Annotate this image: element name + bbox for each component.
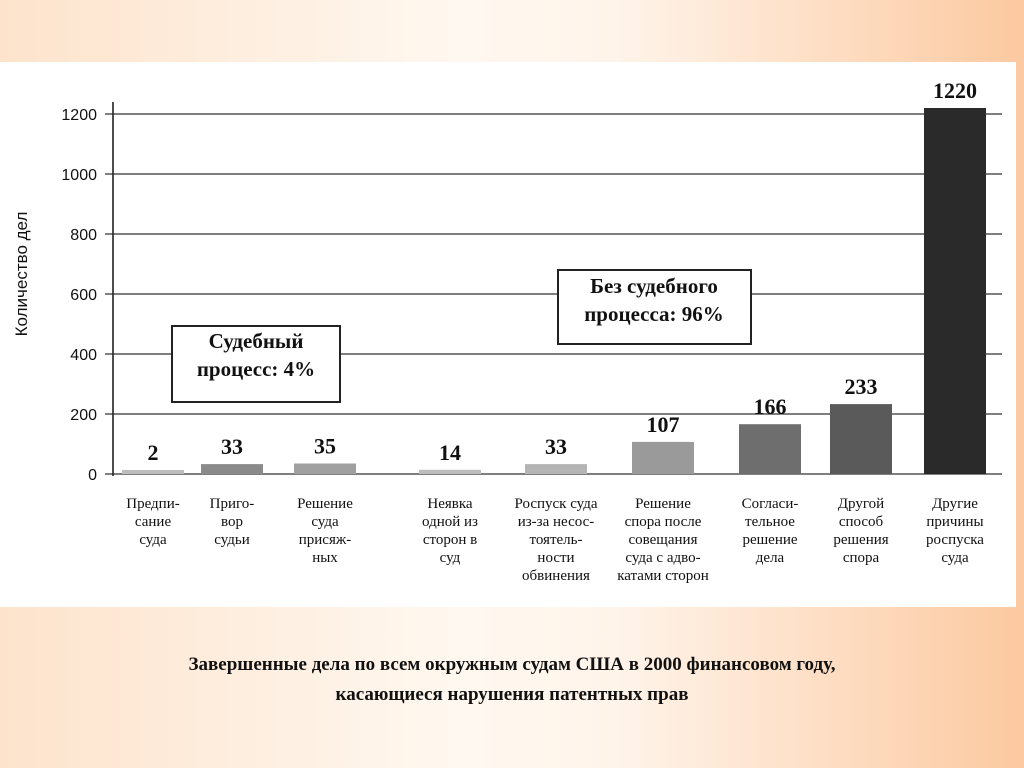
caption-line-2: касающиеся нарушения патентных прав bbox=[335, 684, 689, 705]
x-category-label-line: суда bbox=[139, 532, 167, 548]
x-category-label-line: роспуска bbox=[926, 532, 984, 548]
annotation-box bbox=[171, 325, 341, 403]
x-category-label-line: присяж- bbox=[299, 532, 351, 548]
x-category-label: Согласи-тельное решение дела bbox=[742, 496, 799, 566]
annotation-box bbox=[557, 269, 752, 345]
x-category-label-line: катами сторон bbox=[617, 568, 709, 584]
x-category-label-line: Согласи- bbox=[742, 496, 799, 512]
x-category-label-line: Другие bbox=[932, 496, 978, 512]
x-category-label-line: Другой bbox=[838, 496, 884, 512]
bar-value-label: 233 bbox=[845, 374, 878, 399]
bar bbox=[739, 424, 801, 474]
annotation-text-line: Без судебного bbox=[590, 274, 718, 298]
x-category-label: Неявка одной из сторон в суд bbox=[422, 496, 478, 566]
x-category-label: Роспуск суда из-за несос-тоятель-ности обв… bbox=[514, 496, 597, 584]
y-axis-label: Количество дел bbox=[12, 212, 31, 337]
x-category-label: Другой способ решения спора bbox=[833, 496, 888, 566]
x-category-label-line: Приго- bbox=[210, 496, 255, 512]
y-tick-label: 800 bbox=[70, 227, 97, 244]
y-tick-label: 400 bbox=[70, 347, 97, 364]
y-tick-label: 600 bbox=[70, 287, 97, 304]
bar bbox=[419, 469, 481, 474]
bar bbox=[830, 404, 892, 474]
bar bbox=[294, 463, 356, 474]
y-tick-label: 1000 bbox=[61, 167, 97, 184]
x-category-label-line: сторон в bbox=[423, 532, 477, 548]
x-category-label-line: суда bbox=[311, 514, 339, 530]
bar bbox=[924, 108, 986, 474]
x-category-label-line: Решение bbox=[297, 496, 353, 512]
x-category-label: Решение спора после совещания суда с адво-к… bbox=[617, 496, 709, 584]
x-category-label: Предпи-сание суда bbox=[126, 496, 179, 548]
chart-panel: 0 200 400 600 800 1000 1200 Количество дел 2 Пред… bbox=[0, 62, 1016, 607]
bar-chart: 0 200 400 600 800 1000 1200 Количество дел 2 Пред… bbox=[12, 78, 1002, 584]
x-category-label-line: тельное bbox=[745, 514, 795, 530]
x-category-label-line: ных bbox=[312, 550, 338, 566]
bar-value-label: 1220 bbox=[933, 78, 977, 103]
x-category-label-line: Роспуск суда bbox=[514, 496, 597, 512]
annotation-text-line: процесс: 4% bbox=[197, 357, 315, 381]
annotation-text: Без судебного процесса: 96% bbox=[584, 274, 724, 326]
bar-value-label: 33 bbox=[221, 434, 243, 459]
x-category-label-line: спора bbox=[843, 550, 880, 566]
y-tick-label: 200 bbox=[70, 407, 97, 424]
x-category-label-line: способ bbox=[839, 514, 884, 530]
x-category-label-line: ности bbox=[537, 550, 574, 566]
x-category-label-line: из-за несос- bbox=[518, 514, 595, 530]
x-category-label-line: сание bbox=[135, 514, 172, 530]
x-category-label-line: совещания bbox=[629, 532, 698, 548]
x-category-label: Другие причины роспуска суда bbox=[926, 496, 984, 566]
bar-value-label: 107 bbox=[647, 412, 680, 437]
bar-value-label: 33 bbox=[545, 434, 567, 459]
x-category-label-line: одной из bbox=[422, 514, 478, 530]
chart-caption: Завершенные дела по всем окружным судам … bbox=[0, 650, 1024, 710]
bar bbox=[525, 464, 587, 474]
x-category-label-line: тоятель- bbox=[529, 532, 582, 548]
y-tick-label: 1200 bbox=[61, 107, 97, 124]
x-category-label-line: вор bbox=[221, 514, 243, 530]
x-category-label-line: суда bbox=[941, 550, 969, 566]
x-category-label: Приго-вор судьи bbox=[210, 496, 255, 548]
bar-value-label: 35 bbox=[314, 434, 336, 459]
x-category-label-line: суда с адво- bbox=[625, 550, 700, 566]
x-category-label-line: спора после bbox=[625, 514, 702, 530]
x-category-label-line: Решение bbox=[635, 496, 691, 512]
caption-line-1: Завершенные дела по всем окружным судам … bbox=[188, 654, 836, 675]
bar-value-label: 14 bbox=[439, 440, 461, 465]
x-category-label-line: причины bbox=[926, 514, 983, 530]
bar bbox=[632, 441, 694, 474]
x-category-label-line: судьи bbox=[214, 532, 250, 548]
x-category-label-line: решения bbox=[833, 532, 888, 548]
x-category-label-line: решение bbox=[742, 532, 797, 548]
x-category-label-line: Предпи- bbox=[126, 496, 179, 512]
annotation-text: Судебный процесс: 4% bbox=[197, 329, 315, 381]
bar-value-label: 2 bbox=[148, 440, 159, 465]
x-category-label: Решение суда присяж-ных bbox=[297, 496, 353, 566]
bar-value-label: 166 bbox=[754, 394, 787, 419]
x-category-label-line: суд bbox=[440, 550, 461, 566]
annotation-text-line: процесса: 96% bbox=[584, 302, 724, 326]
annotation-text-line: Судебный bbox=[209, 329, 304, 353]
bar bbox=[201, 464, 263, 474]
x-category-label-line: Неявка bbox=[427, 496, 473, 512]
bar bbox=[122, 470, 184, 474]
x-category-label-line: обвинения bbox=[522, 568, 590, 584]
x-category-label-line: дела bbox=[756, 550, 785, 566]
y-tick-label: 0 bbox=[88, 467, 97, 484]
